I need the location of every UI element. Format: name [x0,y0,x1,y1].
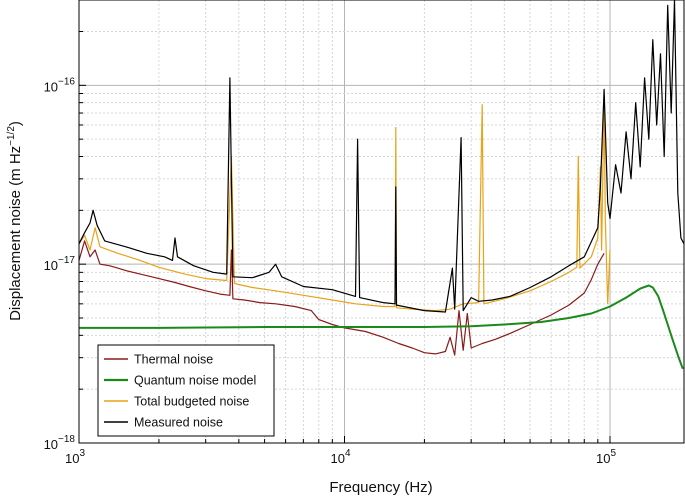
y-axis-label-exponent: −1/2 [6,126,17,146]
y-tick-label: 10−17 [44,255,76,273]
legend-box [97,344,275,437]
tick-labels: 103 104 105 10−18 10−17 10−16 [44,76,617,466]
ticks [78,0,611,444]
legend-label-thermal-noise: Thermal noise [134,353,213,367]
y-axis-label: Displacement noise (m Hz−1/2) [6,121,24,321]
legend-label-measured-noise: Measured noise [134,416,223,430]
y-tick-label: 10−16 [44,76,76,94]
legend-label-quantum-noise-model: Quantum noise model [134,374,256,388]
x-tick-label: 103 [65,448,85,466]
plot-frame [78,0,685,444]
series-line-total-budgeted-noise [78,97,611,312]
series-line-quantum-noise-model [79,284,684,370]
x-tick-label: 104 [330,448,350,466]
series-layer [78,0,685,370]
legend: Thermal noise Quantum noise model Total bu… [97,344,275,437]
series-line-measured-noise [78,0,685,313]
x-tick-label: 105 [596,448,616,466]
legend-label-total-budgeted-noise: Total budgeted noise [134,395,249,409]
x-axis-label: Frequency (Hz) [329,479,432,496]
y-tick-label: 10−18 [44,434,76,452]
y-axis-label-main: Displacement noise (m Hz [7,146,24,321]
y-axis-label-close: ) [7,121,24,126]
